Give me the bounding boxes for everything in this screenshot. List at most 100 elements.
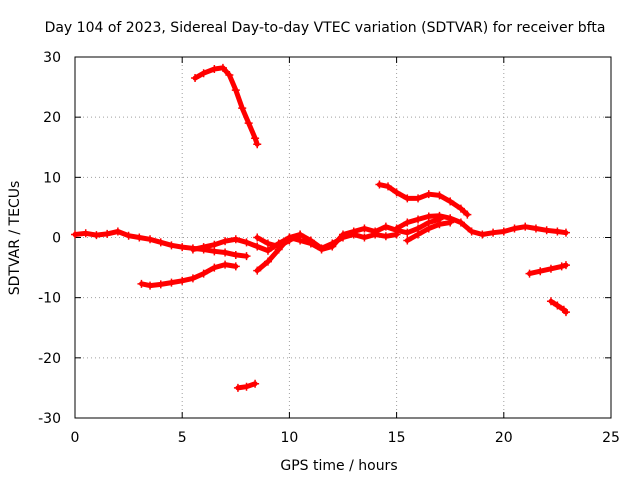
data-point bbox=[263, 239, 272, 248]
data-point bbox=[531, 224, 540, 233]
data-point bbox=[375, 180, 384, 189]
data-point bbox=[414, 215, 423, 224]
series-arc-3 bbox=[191, 63, 262, 149]
data-point bbox=[263, 246, 272, 255]
data-point bbox=[242, 382, 251, 391]
data-point bbox=[553, 301, 562, 310]
data-point bbox=[317, 244, 326, 253]
data-point bbox=[231, 86, 240, 95]
data-point bbox=[146, 281, 155, 290]
data-point bbox=[446, 218, 455, 227]
data-point bbox=[349, 230, 358, 239]
data-point bbox=[103, 229, 112, 238]
data-point bbox=[244, 119, 253, 128]
chart-title: Day 104 of 2023, Sidereal Day-to-day VTE… bbox=[45, 20, 606, 36]
data-point bbox=[546, 297, 555, 306]
y-tick-label: 30 bbox=[43, 50, 61, 66]
data-point bbox=[499, 227, 508, 236]
data-point bbox=[253, 233, 262, 242]
data-point bbox=[296, 230, 305, 239]
data-point bbox=[124, 231, 133, 240]
data-point bbox=[231, 262, 240, 271]
data-point bbox=[113, 227, 122, 236]
data-point bbox=[414, 230, 423, 239]
x-tick-label: 25 bbox=[602, 430, 620, 446]
y-tick-label: -20 bbox=[38, 351, 61, 367]
data-point bbox=[253, 266, 262, 275]
data-point bbox=[456, 218, 465, 227]
data-point bbox=[561, 261, 570, 270]
series-arc-8 bbox=[375, 180, 472, 219]
data-point bbox=[435, 220, 444, 229]
data-point bbox=[253, 140, 262, 149]
data-point bbox=[231, 250, 240, 259]
data-point bbox=[137, 279, 146, 288]
series-arc-5 bbox=[233, 379, 260, 392]
data-point bbox=[489, 228, 498, 237]
data-point bbox=[221, 260, 230, 269]
data-point bbox=[251, 134, 260, 143]
x-tick-label: 0 bbox=[71, 430, 80, 446]
data-point bbox=[81, 229, 90, 238]
y-tick-label: 0 bbox=[52, 231, 61, 247]
y-tick-label: -30 bbox=[38, 411, 61, 427]
data-point bbox=[478, 230, 487, 239]
data-point bbox=[156, 280, 165, 289]
data-point bbox=[285, 236, 294, 245]
data-point bbox=[392, 188, 401, 197]
data-point bbox=[156, 238, 165, 247]
data-point bbox=[218, 63, 227, 72]
data-point bbox=[251, 379, 260, 388]
data-point bbox=[435, 191, 444, 200]
data-point bbox=[403, 228, 412, 237]
data-point bbox=[199, 269, 208, 278]
data-point bbox=[167, 278, 176, 287]
data-point bbox=[253, 242, 262, 251]
data-point bbox=[188, 245, 197, 254]
x-tick-label: 10 bbox=[280, 430, 298, 446]
y-axis-title: SDTVAR / TECUs bbox=[7, 181, 23, 296]
series-arc-2 bbox=[137, 260, 240, 290]
data-point bbox=[536, 267, 545, 276]
data-point bbox=[557, 262, 566, 271]
x-tick-label: 5 bbox=[178, 430, 187, 446]
data-point bbox=[360, 233, 369, 242]
data-point bbox=[263, 257, 272, 266]
data-point bbox=[233, 383, 242, 392]
data-point bbox=[525, 269, 534, 278]
series-arc-12 bbox=[546, 297, 570, 317]
data-point bbox=[306, 236, 315, 245]
series-line bbox=[139, 262, 239, 289]
data-point bbox=[424, 212, 433, 221]
data-point bbox=[210, 263, 219, 272]
data-point bbox=[463, 210, 472, 219]
data-point bbox=[360, 224, 369, 233]
axis-ticks: 0 5 10 15 20 25 -30 -20 -10 0 10 20 30 bbox=[38, 50, 620, 446]
data-point bbox=[546, 264, 555, 273]
series-line bbox=[548, 298, 569, 315]
series-arc-7 bbox=[253, 230, 401, 253]
data-point bbox=[274, 242, 283, 251]
data-point bbox=[424, 224, 433, 233]
data-point bbox=[467, 227, 476, 236]
data-point bbox=[392, 224, 401, 233]
y-tick-label: -10 bbox=[38, 291, 61, 307]
data-point bbox=[135, 233, 144, 242]
data-point bbox=[167, 241, 176, 250]
data-point bbox=[381, 232, 390, 241]
series-arc-10 bbox=[403, 218, 455, 245]
series-arc-11 bbox=[525, 261, 570, 278]
data-point bbox=[178, 276, 187, 285]
y-tick-label: 10 bbox=[43, 170, 61, 186]
x-tick-label: 15 bbox=[388, 430, 406, 446]
data-point bbox=[371, 230, 380, 239]
series-arc-9 bbox=[392, 211, 570, 239]
data-point bbox=[146, 235, 155, 244]
series-group bbox=[71, 63, 570, 392]
data-point bbox=[435, 211, 444, 220]
data-point bbox=[403, 236, 412, 245]
data-point bbox=[199, 69, 208, 78]
data-point bbox=[403, 194, 412, 203]
data-point bbox=[446, 197, 455, 206]
